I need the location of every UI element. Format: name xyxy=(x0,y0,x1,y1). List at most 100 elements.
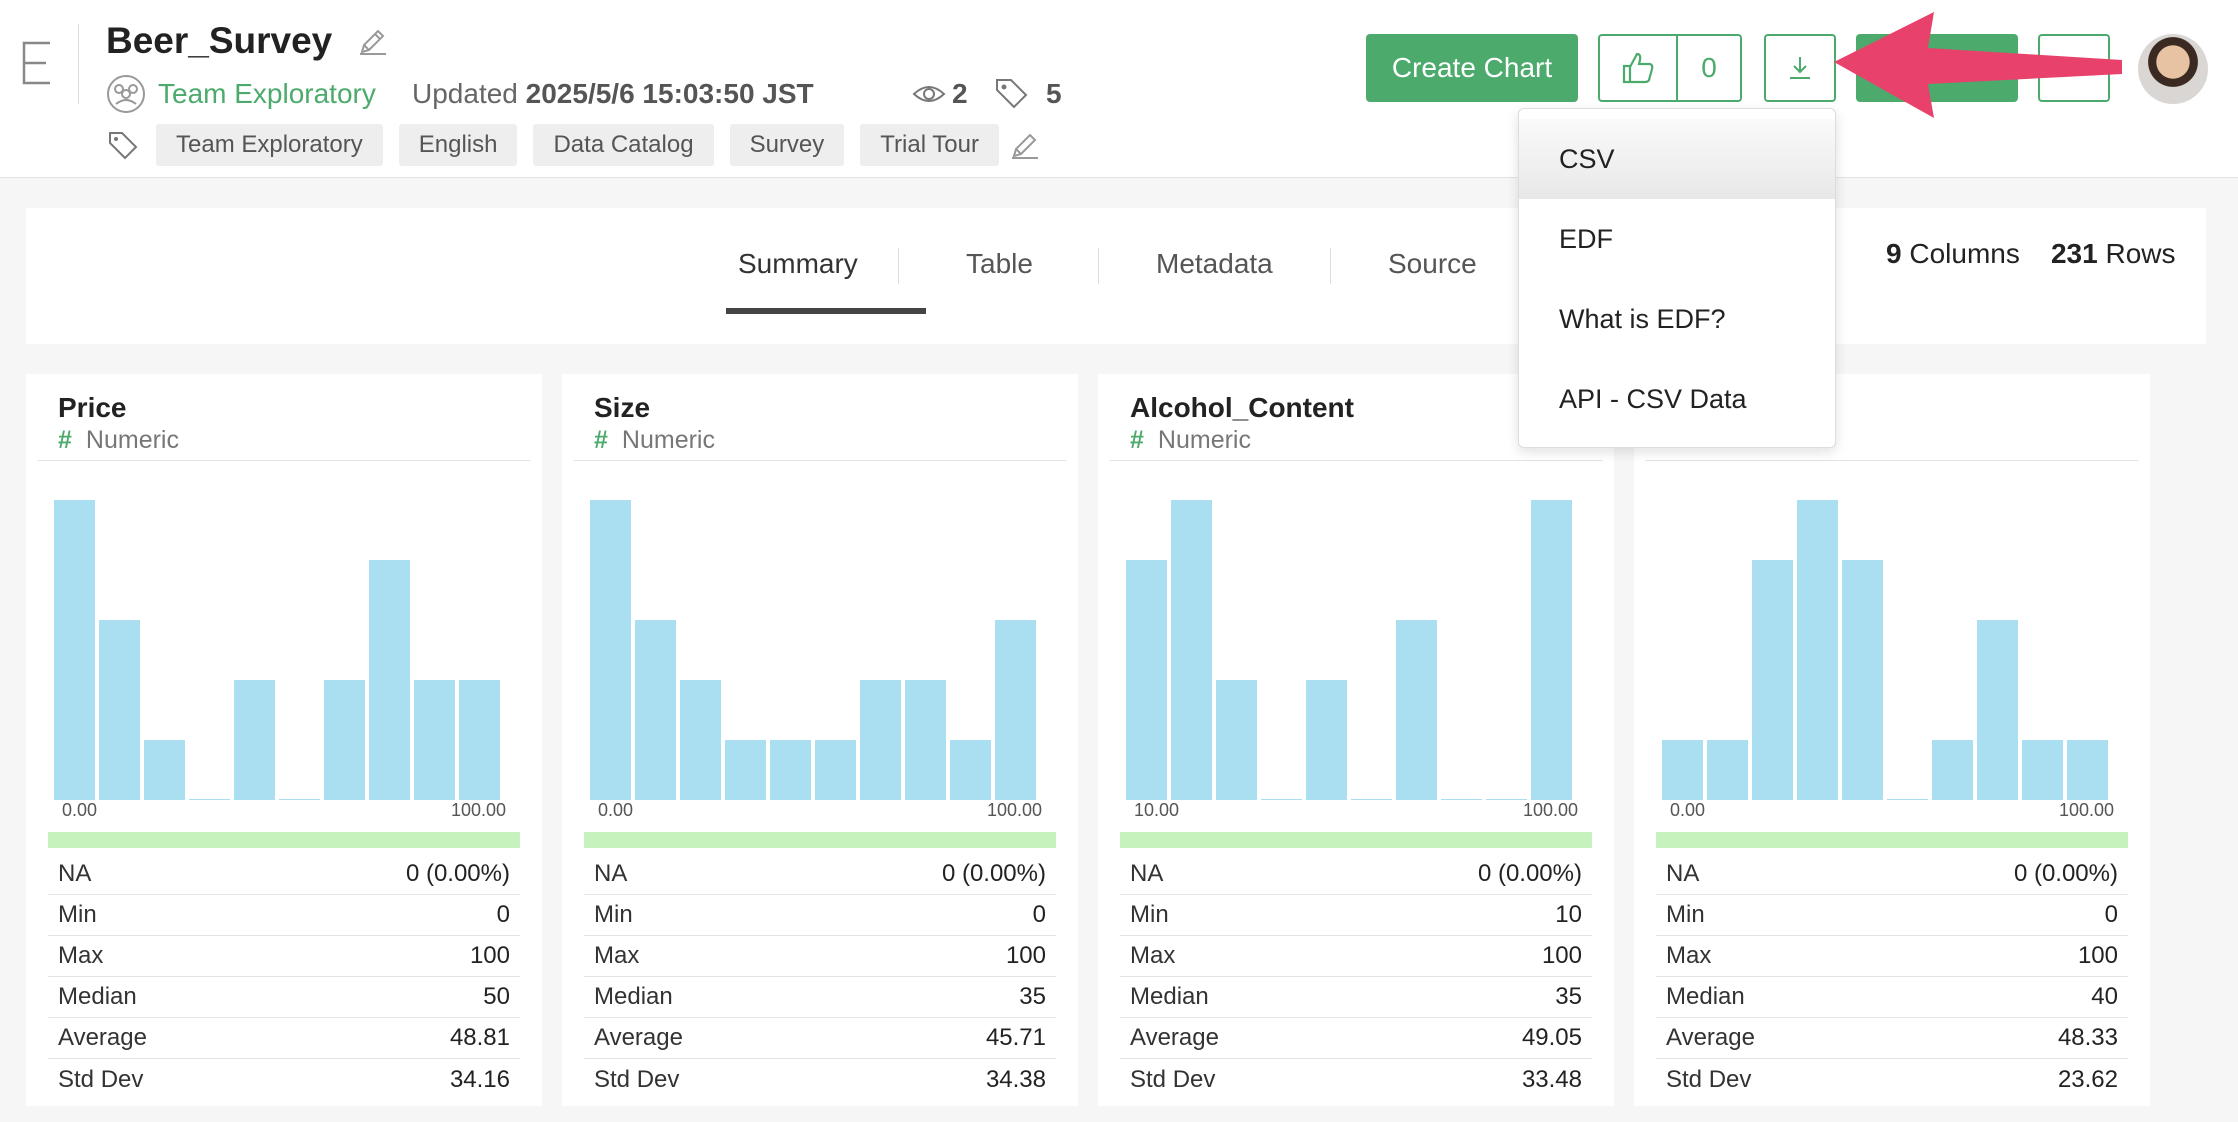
tab-metadata[interactable]: Metadata xyxy=(1156,248,1273,279)
edit-tags-icon[interactable] xyxy=(1010,130,1040,160)
updated-value: 2025/5/6 15:03:50 JST xyxy=(525,78,814,109)
annotation-arrow-icon xyxy=(1834,12,2122,118)
stat-label: Max xyxy=(58,942,104,969)
histogram-bar[interactable] xyxy=(2067,740,2108,800)
menu-item-edf[interactable]: EDF xyxy=(1559,224,1613,254)
stat-value: 34.38 xyxy=(985,1065,1046,1093)
histogram-bar[interactable] xyxy=(905,680,946,800)
histogram-bar[interactable] xyxy=(590,500,631,800)
histogram-bar[interactable] xyxy=(725,740,766,800)
column-name[interactable]: Alcohol_Content xyxy=(1130,392,1354,423)
histogram-bar[interactable] xyxy=(1216,680,1257,800)
histogram-bar[interactable] xyxy=(144,740,185,800)
stat-row: Std Dev 34.38 xyxy=(584,1059,1056,1100)
histogram[interactable] xyxy=(1110,470,1602,800)
histogram[interactable] xyxy=(1646,470,2138,800)
stat-value: 0 (0.00%) xyxy=(941,860,1046,887)
column-name[interactable]: Price xyxy=(58,392,127,423)
stat-value: 50 xyxy=(483,983,510,1010)
histogram-bar[interactable] xyxy=(1662,740,1703,800)
histogram-bar[interactable] xyxy=(860,680,901,800)
range-max: 100.00 xyxy=(450,800,506,820)
stat-row: Median 40 xyxy=(1656,977,2128,1018)
stat-label: Median xyxy=(1130,983,1209,1010)
stats-table: NA 0 (0.00%) Min 0 Max 100 Median 40 Average 48.3… xyxy=(1656,854,2128,1100)
column-summary-card: Size # Numeric 0.00 100.00 NA 0 (0.00%) Min… xyxy=(562,374,1078,1106)
histogram-bar[interactable] xyxy=(1306,680,1347,800)
menu-item-csv[interactable]: CSV xyxy=(1519,119,1835,199)
histogram-bar[interactable] xyxy=(54,500,95,800)
histogram-bar[interactable] xyxy=(1531,500,1572,800)
eye-icon xyxy=(912,86,946,102)
histogram-bar[interactable] xyxy=(995,620,1036,800)
menu-item-api-csv-data[interactable]: API - CSV Data xyxy=(1559,384,1747,414)
histogram-bar[interactable] xyxy=(1797,500,1838,800)
tag-list: Team Exploratory English Data Catalog Su… xyxy=(156,124,999,166)
stat-label: Std Dev xyxy=(594,1065,680,1093)
histogram-bar[interactable] xyxy=(1441,799,1482,800)
histogram-bar[interactable] xyxy=(1396,620,1437,800)
histogram-bar[interactable] xyxy=(680,680,721,800)
column-type: # Numeric xyxy=(1130,426,1251,455)
histogram-bar[interactable] xyxy=(1351,799,1392,800)
histogram-bar[interactable] xyxy=(369,560,410,800)
histogram[interactable] xyxy=(38,470,530,800)
stat-label: Median xyxy=(58,983,137,1010)
histogram-bar[interactable] xyxy=(1842,560,1883,800)
tag-chip[interactable]: Team Exploratory xyxy=(156,124,383,166)
stat-value: 100 xyxy=(1541,942,1582,969)
create-chart-button[interactable]: Create Chart xyxy=(1366,34,1578,102)
tag-chip[interactable]: Trial Tour xyxy=(860,124,999,166)
download-button[interactable] xyxy=(1764,34,1836,102)
like-count[interactable]: 0 xyxy=(1701,52,1717,83)
histogram-bar[interactable] xyxy=(1261,799,1302,800)
avatar[interactable] xyxy=(2138,34,2208,104)
histogram-bar[interactable] xyxy=(2022,740,2063,800)
histogram-bar[interactable] xyxy=(1707,740,1748,800)
stat-label: Average xyxy=(1666,1024,1755,1051)
histogram-bar[interactable] xyxy=(1752,560,1793,800)
numeric-type-icon: # xyxy=(1130,426,1144,454)
histogram-bar[interactable] xyxy=(99,620,140,800)
histogram-bar[interactable] xyxy=(414,680,455,800)
histogram-bar[interactable] xyxy=(1126,560,1167,800)
range-min: 0.00 xyxy=(1670,800,1706,820)
histogram-bar[interactable] xyxy=(324,680,365,800)
tag-chip[interactable]: Survey xyxy=(729,124,845,166)
tab-source[interactable]: Source xyxy=(1388,248,1477,279)
stat-label: Std Dev xyxy=(1666,1065,1752,1093)
exploratory-logo-icon[interactable] xyxy=(20,40,54,86)
histogram-bar[interactable] xyxy=(770,740,811,800)
stat-label: Min xyxy=(1666,901,1705,928)
stat-row: Average 48.81 xyxy=(48,1018,520,1059)
histogram-bar[interactable] xyxy=(459,680,500,800)
team-link[interactable]: Team Exploratory xyxy=(158,78,376,109)
histogram-bar[interactable] xyxy=(189,799,230,800)
histogram-bar[interactable] xyxy=(1171,500,1212,800)
histogram-bar[interactable] xyxy=(1887,799,1928,800)
histogram-bar[interactable] xyxy=(950,740,991,800)
like-button[interactable] xyxy=(1600,36,1678,100)
histogram-bar[interactable] xyxy=(815,740,856,800)
stat-value: 33.48 xyxy=(1521,1065,1582,1093)
histogram-bar[interactable] xyxy=(279,799,320,800)
tag-chip[interactable]: English xyxy=(398,124,518,166)
menu-item-what-is-edf[interactable]: What is EDF? xyxy=(1559,304,1726,334)
stat-value: 0 (0.00%) xyxy=(1477,860,1582,887)
histogram[interactable] xyxy=(574,470,1066,800)
stat-row: Average 49.05 xyxy=(1120,1018,1592,1059)
histogram-bar[interactable] xyxy=(234,680,275,800)
tab-summary[interactable]: Summary xyxy=(738,248,858,279)
histogram-bar[interactable] xyxy=(635,620,676,800)
tag-chip[interactable]: Data Catalog xyxy=(533,124,714,166)
tag-count: 5 xyxy=(1046,78,1062,109)
histogram-bar[interactable] xyxy=(1977,620,2018,800)
column-name[interactable]: Size xyxy=(594,392,651,423)
stat-row: NA 0 (0.00%) xyxy=(1656,854,2128,895)
stat-label: Average xyxy=(58,1024,147,1051)
histogram-bar[interactable] xyxy=(1486,799,1527,800)
edit-title-icon[interactable] xyxy=(358,26,388,56)
card-divider xyxy=(1110,460,1602,461)
histogram-bar[interactable] xyxy=(1932,740,1973,800)
tab-table[interactable]: Table xyxy=(966,248,1033,279)
